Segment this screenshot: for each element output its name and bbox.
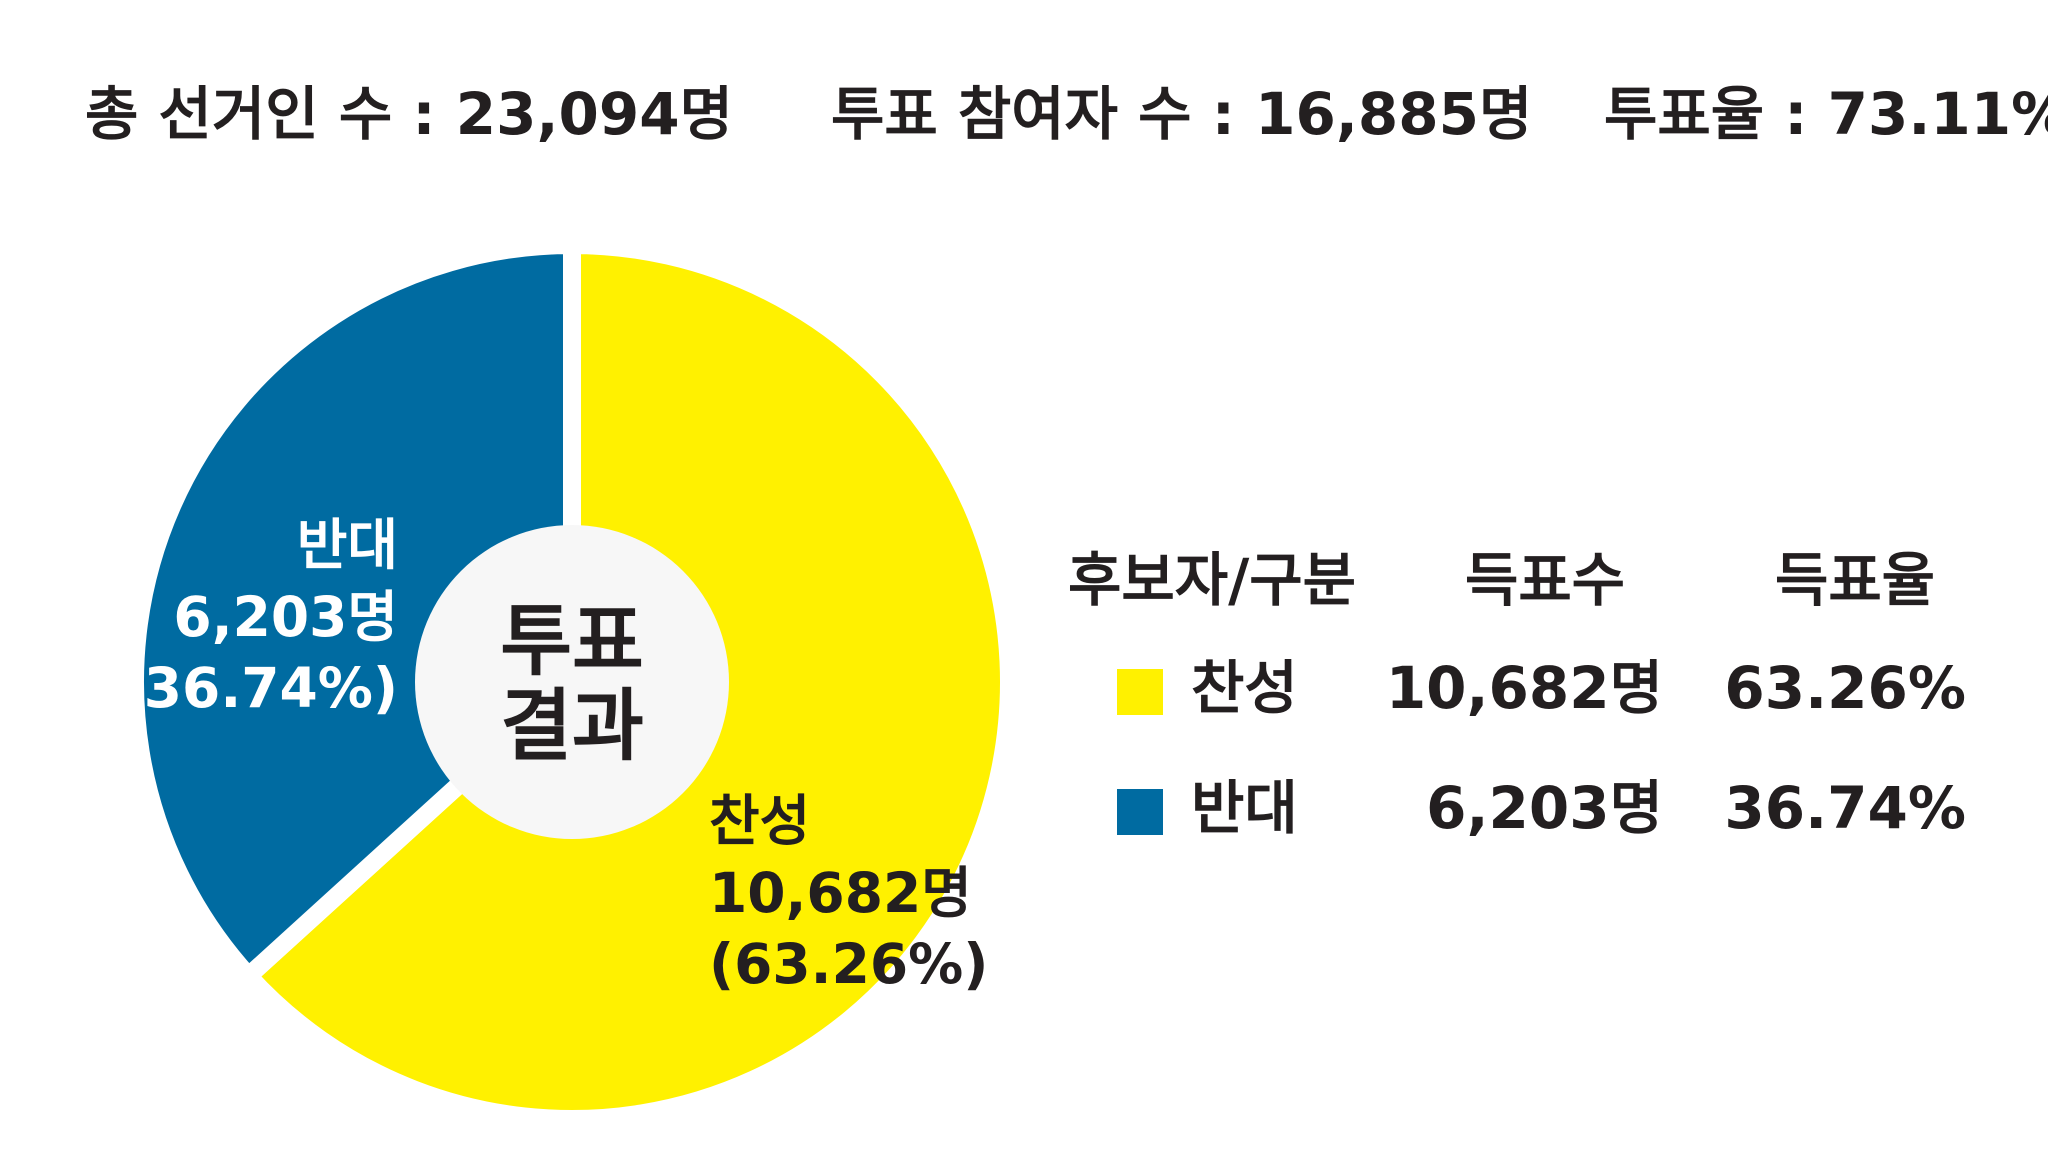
table-header: 득표율	[1775, 546, 1935, 614]
table-cell: 36.74%	[1724, 774, 1966, 842]
table-header: 후보자/구분	[1068, 546, 1356, 614]
table-cell: 6,203명	[1426, 774, 1663, 842]
summary-stat: 투표율 : 73.11%	[1604, 80, 2048, 148]
slice-category: 찬성	[709, 789, 810, 853]
table-header: 득표수	[1465, 546, 1625, 614]
donut-slice	[126, 235, 581, 989]
center-label: 결과	[500, 681, 644, 771]
legend-swatch	[1117, 669, 1163, 715]
summary-stat: 투표 참여자 수 : 16,885명	[831, 80, 1532, 148]
summary-stat: 총 선거인 수 : 23,094명	[85, 80, 733, 148]
donut-hole	[415, 525, 729, 839]
table-cell: 찬성	[1191, 654, 1298, 722]
legend-swatch	[1117, 789, 1163, 835]
slice-percent: (63.26%)	[709, 932, 988, 996]
table-cell: 63.26%	[1724, 654, 1966, 722]
slice-count: 10,682명	[709, 861, 972, 925]
center-label: 투표	[500, 596, 644, 686]
table-cell: 반대	[1191, 774, 1298, 842]
table-cell: 10,682명	[1386, 654, 1663, 722]
slice-percent: (36.74%)	[119, 656, 398, 720]
slice-category: 반대	[297, 513, 398, 577]
slice-count: 6,203명	[173, 585, 398, 649]
